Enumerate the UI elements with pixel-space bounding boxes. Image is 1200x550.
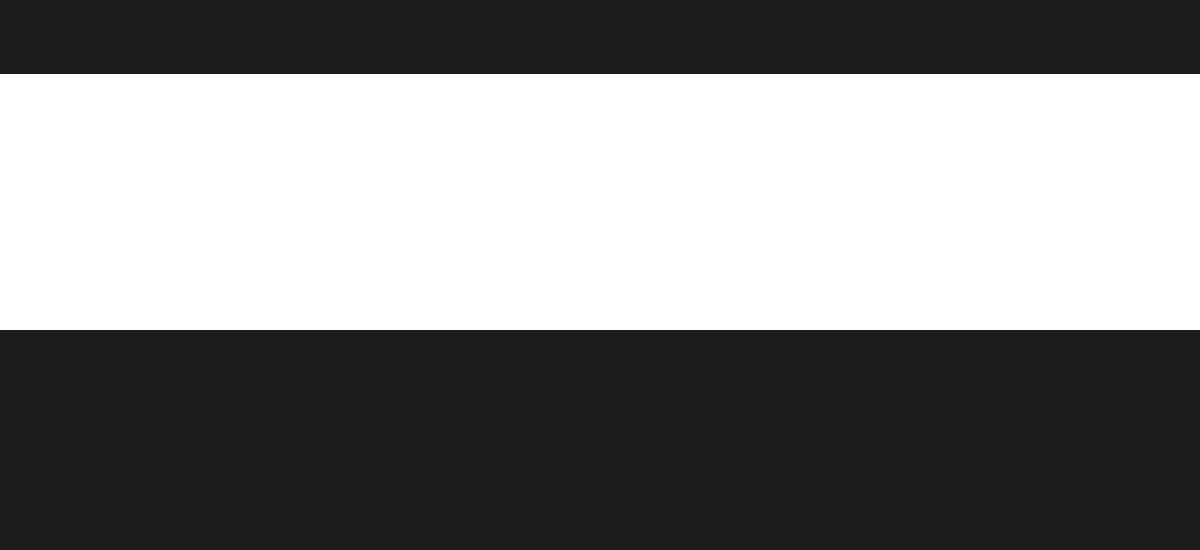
Text: 3: 3 (673, 223, 686, 244)
Text: 2: 2 (598, 186, 611, 207)
Text: 1: 1 (619, 122, 632, 142)
Text: O: O (602, 120, 622, 144)
Text: Determine the type of orbitals (atomic, sp³, or sp²) used by atoms with number 1: Determine the type of orbitals (atomic, … (157, 136, 1200, 154)
